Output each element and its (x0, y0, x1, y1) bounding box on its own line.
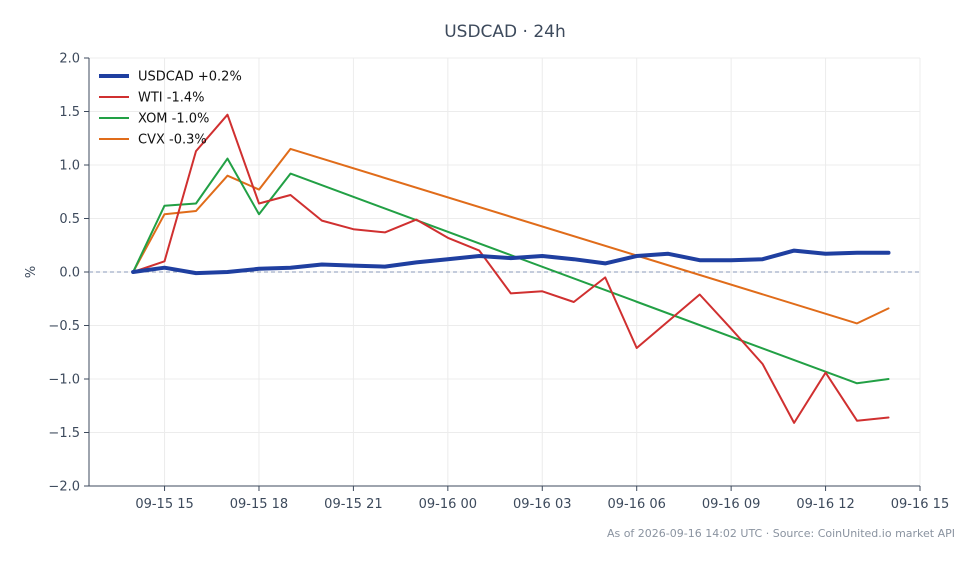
series-line-usdcad (131, 248, 891, 276)
x-tick-label: 09-16 06 (607, 497, 665, 512)
y-axis-label: % (24, 266, 39, 278)
y-tick-label: −1.5 (48, 426, 80, 441)
chart-title: USDCAD · 24h (444, 22, 566, 42)
x-tick-label: 09-16 15 (891, 497, 949, 512)
x-tick-label: 09-16 09 (702, 497, 760, 512)
x-tick-label: 09-15 21 (324, 497, 382, 512)
y-tick-label: 2.0 (59, 52, 80, 67)
y-axis-ticks: −2.0 −1.5 −1.0 −0.5 0.0 0.5 1.0 1.5 2.0 (48, 52, 89, 495)
y-tick-label: −0.5 (48, 319, 80, 334)
x-tick-label: 09-16 03 (513, 497, 571, 512)
x-axis-ticks: 09-15 15 09-15 18 09-15 21 09-16 00 09-16 03… (135, 486, 949, 512)
series-line-wti (132, 113, 890, 424)
footer-source: As of 2026-09-16 14:02 UTC · Source: Coi… (607, 527, 955, 540)
series-line-xom (132, 157, 890, 385)
legend: USDCAD +0.2% WTI -1.4% XOM -1.0% CVX -0.3% (99, 70, 242, 148)
y-tick-label: −1.0 (48, 373, 80, 388)
x-tick-label: 09-15 15 (135, 497, 193, 512)
y-tick-label: 1.0 (59, 159, 80, 174)
legend-label-usdcad: USDCAD +0.2% (138, 70, 242, 85)
x-tick-label: 09-15 18 (230, 497, 288, 512)
y-tick-label: 1.5 (59, 105, 80, 120)
legend-label-wti: WTI -1.4% (138, 91, 204, 106)
y-tick-label: −2.0 (48, 480, 80, 495)
x-tick-label: 09-16 00 (419, 497, 477, 512)
legend-label-cvx: CVX -0.3% (138, 133, 207, 148)
legend-label-xom: XOM -1.0% (138, 112, 209, 127)
y-tick-label: 0.0 (59, 266, 80, 281)
series-lines (131, 113, 891, 424)
series-line-cvx (132, 147, 890, 325)
x-tick-label: 09-16 12 (796, 497, 854, 512)
y-tick-label: 0.5 (59, 212, 80, 227)
